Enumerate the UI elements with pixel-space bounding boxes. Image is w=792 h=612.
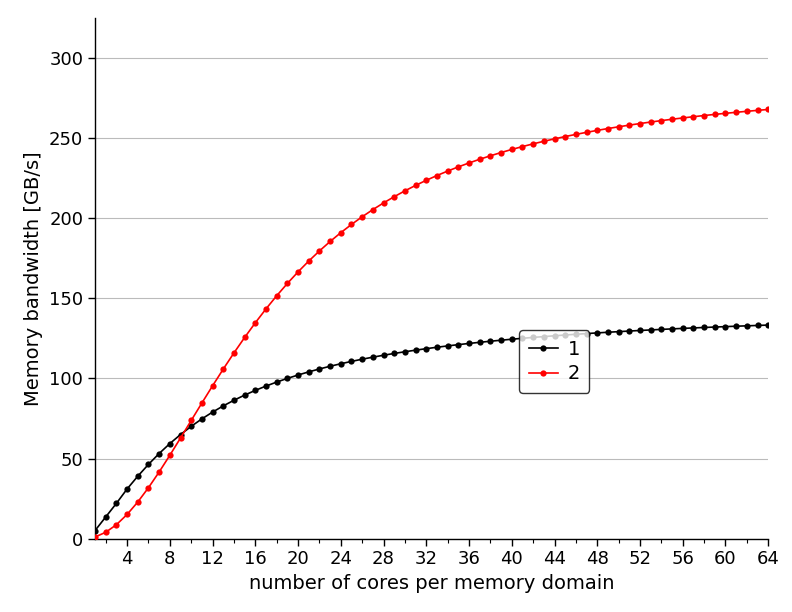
1 bbox=[528, 334, 538, 341]
2 bbox=[518, 143, 527, 151]
2 bbox=[421, 177, 431, 184]
1 bbox=[464, 340, 474, 347]
1 bbox=[518, 335, 527, 342]
2 bbox=[90, 533, 100, 540]
Line: 1: 1 bbox=[92, 322, 771, 534]
Line: 2: 2 bbox=[92, 106, 771, 540]
2 bbox=[464, 159, 474, 166]
Y-axis label: Memory bandwidth [GB/s]: Memory bandwidth [GB/s] bbox=[25, 151, 44, 406]
1 bbox=[90, 527, 100, 534]
1 bbox=[421, 345, 431, 353]
2 bbox=[176, 435, 185, 442]
1 bbox=[368, 354, 378, 361]
1 bbox=[763, 321, 773, 329]
2 bbox=[763, 106, 773, 113]
X-axis label: number of cores per memory domain: number of cores per memory domain bbox=[249, 574, 615, 593]
2 bbox=[528, 140, 538, 147]
1 bbox=[176, 431, 185, 438]
Legend: 1, 2: 1, 2 bbox=[519, 330, 589, 393]
2 bbox=[368, 206, 378, 213]
